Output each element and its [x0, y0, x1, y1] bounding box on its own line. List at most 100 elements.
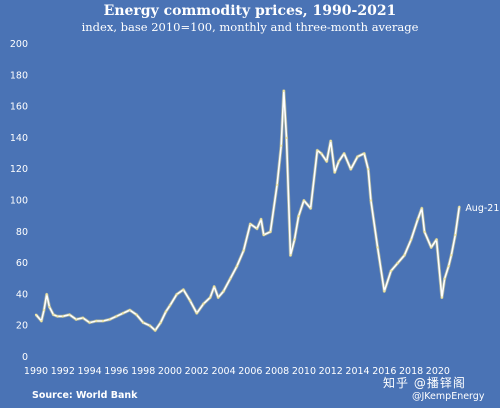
data-point	[88, 321, 91, 324]
data-point	[159, 321, 162, 324]
chart-title: Energy commodity prices, 1990-2021	[103, 3, 397, 19]
data-point	[293, 238, 296, 241]
data-point	[249, 222, 252, 226]
y-tick-label-120: 120	[10, 164, 28, 175]
x-tick-label-2018: 2018	[399, 366, 423, 377]
data-point	[285, 136, 288, 139]
x-tick-label-1994: 1994	[77, 366, 101, 377]
x-tick-label-2020: 2020	[426, 366, 450, 377]
chart-subtitle: index, base 2010=100, monthly and three-…	[81, 20, 419, 34]
y-tick-label-60: 60	[16, 258, 28, 269]
data-point	[229, 277, 232, 280]
data-point	[235, 265, 239, 268]
data-point	[320, 152, 323, 155]
data-point	[447, 265, 450, 268]
data-point	[242, 249, 245, 252]
data-point	[309, 207, 312, 210]
data-point	[443, 277, 446, 280]
data-point	[68, 313, 71, 316]
data-point	[383, 290, 386, 293]
data-point	[95, 319, 98, 323]
series-layer	[34, 89, 461, 332]
data-point	[435, 238, 438, 241]
data-point	[175, 293, 178, 296]
y-tick-label-20: 20	[16, 321, 28, 332]
data-point	[430, 246, 433, 249]
data-point	[56, 315, 59, 318]
data-point	[416, 218, 419, 221]
data-point	[40, 319, 43, 323]
data-point	[396, 262, 399, 265]
x-tick-label-2014: 2014	[345, 366, 369, 377]
data-point	[420, 207, 423, 210]
data-point	[217, 296, 220, 299]
data-point	[168, 304, 172, 307]
data-point	[269, 230, 272, 233]
x-tick-label-2016: 2016	[372, 366, 396, 377]
data-point	[297, 215, 300, 218]
data-point	[34, 313, 38, 316]
data-point	[276, 183, 279, 186]
data-point	[403, 254, 406, 257]
data-point	[333, 171, 336, 174]
data-point	[440, 296, 444, 299]
data-point	[302, 199, 306, 202]
data-point	[329, 139, 332, 143]
end-label-aug-21: Aug-21	[465, 203, 499, 214]
data-point	[349, 168, 352, 171]
data-point	[164, 310, 168, 313]
data-point	[101, 319, 105, 323]
data-point	[75, 318, 78, 321]
data-point	[213, 285, 216, 288]
data-point	[209, 296, 212, 299]
x-tick-label-1990: 1990	[24, 366, 48, 377]
y-tick-label-100: 100	[10, 196, 28, 207]
data-point	[182, 288, 185, 291]
data-point	[356, 155, 359, 158]
x-tick-label-1996: 1996	[104, 366, 128, 377]
x-tick-label-2004: 2004	[211, 366, 235, 377]
data-point	[363, 152, 366, 155]
data-point	[142, 321, 145, 324]
data-point	[81, 316, 84, 319]
watermark-text: 知乎 @播铎阁	[383, 376, 466, 390]
x-tick-label-2002: 2002	[185, 366, 209, 377]
x-tick-label-2012: 2012	[319, 366, 343, 377]
y-tick-label-140: 140	[10, 133, 28, 144]
data-point	[108, 318, 111, 321]
data-point	[121, 312, 125, 315]
data-point	[409, 238, 413, 241]
series-line	[35, 90, 461, 332]
data-point	[454, 233, 457, 237]
data-point	[458, 205, 461, 208]
data-point	[343, 152, 346, 155]
data-point	[135, 313, 138, 316]
data-point	[222, 290, 225, 293]
data-point	[148, 324, 151, 327]
data-point	[154, 329, 157, 332]
data-point	[262, 233, 265, 237]
x-tick-label-2008: 2008	[265, 366, 289, 377]
x-tick-label-2006: 2006	[238, 366, 262, 377]
data-point	[188, 299, 192, 302]
data-point	[202, 302, 205, 305]
credit-note: @JKempEnergy	[412, 391, 485, 402]
x-tick-label-1998: 1998	[131, 366, 155, 377]
x-tick-label-2000: 2000	[158, 366, 182, 377]
y-tick-label-180: 180	[10, 70, 28, 81]
data-point	[337, 160, 340, 163]
series-line-glow	[34, 89, 461, 332]
y-tick-label-40: 40	[16, 289, 28, 300]
data-point	[255, 227, 259, 230]
data-point	[42, 308, 46, 312]
data-point	[289, 254, 292, 257]
data-point	[367, 168, 370, 171]
y-tick-label-80: 80	[16, 227, 28, 238]
data-point	[423, 230, 426, 233]
data-point	[48, 305, 51, 309]
data-point	[115, 315, 118, 318]
source-note: Source: World Bank	[32, 390, 138, 401]
x-tick-label-2010: 2010	[292, 366, 316, 377]
